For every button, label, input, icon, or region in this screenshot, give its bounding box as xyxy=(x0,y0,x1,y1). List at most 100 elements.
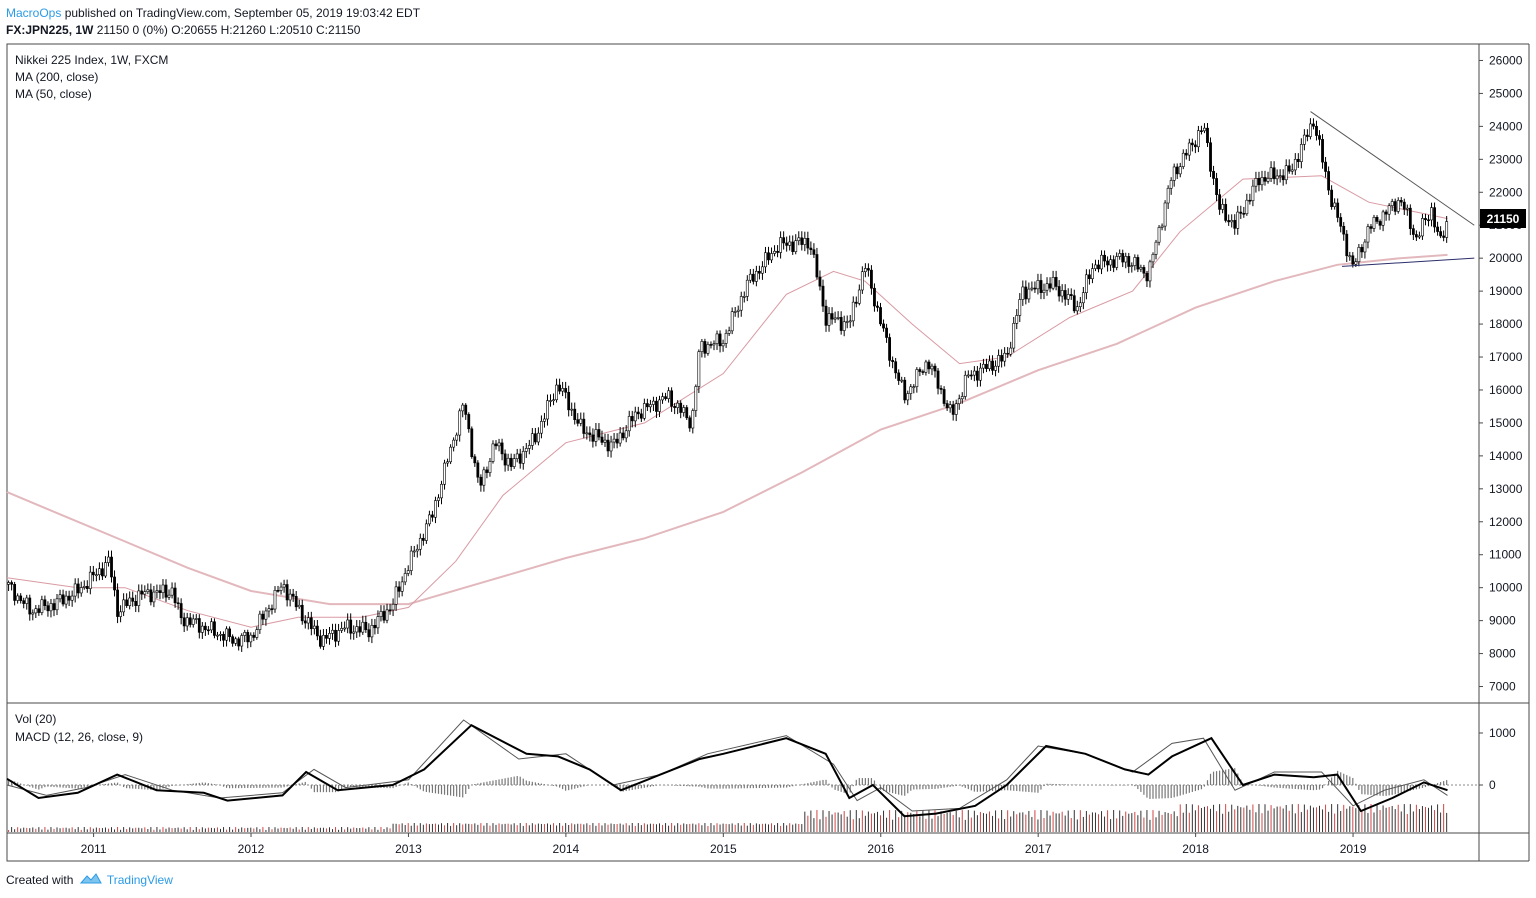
candle-body xyxy=(1357,247,1361,263)
macd-pane-frame xyxy=(6,702,1480,834)
candle-body xyxy=(1197,130,1200,148)
candle-body xyxy=(1242,213,1246,215)
candle-body xyxy=(58,594,62,600)
candle-body xyxy=(758,270,761,274)
candle-body xyxy=(661,396,664,401)
candle-body xyxy=(649,404,652,408)
candle-body xyxy=(282,584,286,588)
candle-body xyxy=(939,388,943,390)
candle-body xyxy=(1018,299,1022,316)
candle-body xyxy=(449,446,452,463)
ma50-line xyxy=(6,175,1448,628)
candle-body xyxy=(119,611,122,617)
candle-body xyxy=(1045,283,1049,291)
candle-body xyxy=(845,321,849,323)
candle-body xyxy=(788,241,792,246)
candle-body xyxy=(76,583,80,594)
candle-body xyxy=(694,386,698,411)
candle-body xyxy=(300,604,304,622)
candle-body xyxy=(373,625,377,629)
price-tick-label: 14000 xyxy=(1489,449,1523,463)
candle-body xyxy=(906,393,910,401)
author-link[interactable]: MacroOps xyxy=(6,6,62,20)
candle-body xyxy=(888,337,891,361)
candle-body xyxy=(125,599,129,606)
candle-body xyxy=(1151,254,1155,263)
candle-body xyxy=(188,617,192,625)
candle-body xyxy=(966,374,970,377)
candle-body xyxy=(240,635,244,647)
candle-body xyxy=(921,371,925,373)
last-price-label: 21150 xyxy=(1487,212,1520,226)
candle-body xyxy=(306,617,310,624)
candle-body xyxy=(1006,352,1010,355)
candle-body xyxy=(848,320,852,323)
candle-body xyxy=(1272,167,1276,180)
candle-body xyxy=(155,590,159,593)
candle-body xyxy=(1121,253,1125,263)
candle-body xyxy=(676,402,680,408)
candle-body xyxy=(225,628,228,641)
candle-body xyxy=(1048,283,1052,289)
candle-body xyxy=(400,581,404,592)
candle-body xyxy=(579,418,583,424)
candle-body xyxy=(252,634,256,638)
candle-body xyxy=(1433,207,1436,228)
ohlc-values: 21150 0 (0%) O:20655 H:21260 L:20510 C:2… xyxy=(96,23,361,37)
candle-body xyxy=(446,461,449,464)
candle-body xyxy=(303,620,307,624)
candle-body xyxy=(1160,225,1164,228)
candle-body xyxy=(1254,178,1258,187)
candle-body xyxy=(1003,352,1007,362)
candle-body xyxy=(963,374,967,397)
candle-body xyxy=(101,568,104,577)
tradingview-logo-icon xyxy=(79,873,102,888)
candle-body xyxy=(1366,226,1370,243)
candle-body xyxy=(546,400,549,420)
candle-body xyxy=(815,254,819,278)
candle-body xyxy=(751,273,755,282)
candle-body xyxy=(739,296,743,311)
axes: 7000800090001000011000120001300014000150… xyxy=(81,53,1523,856)
candle-body xyxy=(1145,272,1149,282)
candle-body xyxy=(530,433,534,446)
candle-body xyxy=(482,469,486,486)
candle-body xyxy=(543,418,546,422)
candle-body xyxy=(40,599,44,613)
candle-body xyxy=(960,396,964,400)
candle-body xyxy=(975,370,979,381)
candle-body xyxy=(73,583,77,597)
candle-body xyxy=(518,453,522,464)
candle-body xyxy=(1281,175,1285,181)
time-tick-label: 2011 xyxy=(81,842,107,856)
candle-body xyxy=(397,586,401,592)
candle-body xyxy=(1118,253,1122,257)
chart-header: MacroOps published on TradingView.com, S… xyxy=(6,5,420,39)
candle-body xyxy=(1157,227,1161,243)
candle-body xyxy=(982,363,985,369)
candle-body xyxy=(346,619,350,629)
candle-body xyxy=(440,483,443,499)
candle-body xyxy=(509,457,513,467)
candle-body xyxy=(1000,355,1004,362)
tradingview-link[interactable]: TradingView xyxy=(106,873,173,887)
candle-body xyxy=(567,391,571,411)
candle-body xyxy=(897,372,901,381)
candle-body xyxy=(1396,200,1400,212)
candle-body xyxy=(46,605,50,612)
candle-body xyxy=(464,404,468,415)
candle-body xyxy=(812,249,816,255)
candle-body xyxy=(1112,259,1116,268)
candle-body xyxy=(779,237,783,253)
candle-body xyxy=(991,360,994,371)
candle-body xyxy=(1336,202,1340,218)
candle-body xyxy=(782,237,786,244)
candle-body xyxy=(873,287,876,307)
candle-body xyxy=(424,523,428,541)
candle-body xyxy=(748,273,752,281)
candle-body xyxy=(367,629,371,638)
candle-body xyxy=(627,416,631,432)
candle-body xyxy=(1106,260,1109,266)
candle-body xyxy=(116,589,119,617)
